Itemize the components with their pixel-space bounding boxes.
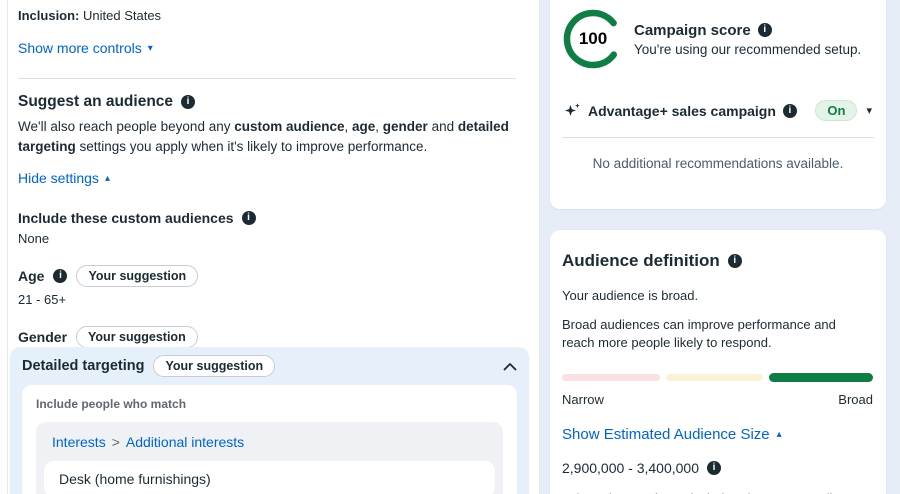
info-icon[interactable]: i: [241, 211, 256, 225]
estimate-value: 2,900,000 - 3,400,000: [562, 460, 700, 476]
card-divider: [562, 137, 874, 138]
audience-definition-title: Audience definition: [562, 251, 720, 270]
gauge-segment-mid: [665, 374, 763, 381]
detailed-targeting-header: Detailed targeting Your suggestion: [22, 347, 517, 385]
interest-item-desk[interactable]: Desk (home furnishings): [44, 461, 495, 494]
hide-settings-link[interactable]: Hide settings ▴: [18, 170, 520, 186]
location-inclusion: Inclusion: United States: [18, 8, 520, 23]
audience-settings-panel: Inclusion: United States Show more contr…: [0, 0, 540, 494]
advantage-campaign-label-group: Advantage+ sales campaign i: [564, 102, 797, 119]
advantage-campaign-label: Advantage+ sales campaign: [588, 102, 776, 119]
campaign-score-text: Campaign score i You're using our recomm…: [634, 22, 861, 57]
advantage-status-control[interactable]: On ▾: [815, 100, 872, 121]
gauge-segment-narrow: [562, 374, 660, 381]
gender-suggestion-badge: Your suggestion: [76, 326, 198, 348]
sparkle-icon: [565, 103, 580, 116]
show-estimated-audience-size-link[interactable]: Show Estimated Audience Size ▴: [562, 426, 873, 443]
scale-narrow-label: Narrow: [562, 392, 604, 407]
interests-group: Interests > Additional interests Desk (h…: [36, 422, 503, 494]
info-icon[interactable]: i: [707, 461, 722, 475]
custom-audiences-value: None: [18, 231, 50, 246]
breadcrumb-separator: >: [111, 434, 120, 450]
caret-down-icon: ▾: [866, 104, 872, 117]
additional-interests-link[interactable]: Additional interests: [125, 434, 245, 450]
campaign-score-title: Campaign score: [634, 21, 751, 39]
hide-settings-label: Hide settings: [18, 170, 99, 186]
panel-edge-divider: [7, 0, 8, 494]
caret-down-icon: ▾: [147, 42, 153, 54]
estimate-disclaimer-text: Estimates do not include Advantage+ audi…: [590, 490, 873, 494]
suggest-audience-description: We'll also reach people beyond any custo…: [18, 119, 509, 154]
scale-broad-label: Broad: [838, 392, 873, 407]
age-field: Age i Your suggestion: [18, 265, 520, 287]
advantage-on-badge[interactable]: On: [815, 100, 858, 121]
audience-definition-heading: Audience definition i: [562, 251, 873, 271]
show-more-controls-link[interactable]: Show more controls ▾: [18, 40, 520, 56]
section-divider: [18, 78, 516, 79]
estimate-disclaimer: Estimates do not include Advantage+ audi…: [562, 490, 873, 494]
audience-broad-description: Broad audiences can improve performance …: [562, 317, 836, 350]
no-recommendations-text: No additional recommendations available.: [592, 156, 844, 171]
estimated-audience-size: 2,900,000 - 3,400,000 i: [562, 460, 873, 476]
age-suggestion-badge: Your suggestion: [76, 265, 199, 287]
gauge-segment-broad-active: [769, 373, 873, 382]
detailed-targeting-suggestion-badge: Your suggestion: [153, 355, 276, 377]
interests-breadcrumb: Interests > Additional interests: [44, 431, 495, 453]
detailed-targeting-card: Include people who match Interests > Add…: [22, 385, 517, 494]
audience-broad-status: Your audience is broad.: [562, 288, 699, 303]
campaign-score-value: 100: [578, 29, 608, 48]
info-icon[interactable]: i: [782, 103, 797, 118]
age-value: 21 - 65+: [18, 292, 67, 307]
collapse-chevron-up-icon[interactable]: [503, 362, 517, 371]
audience-settings-content: Inclusion: United States Show more contr…: [18, 0, 520, 368]
custom-audiences-label: Include these custom audiences i: [18, 210, 520, 226]
interests-link[interactable]: Interests: [52, 434, 106, 450]
inclusion-label: Inclusion:: [18, 8, 80, 23]
info-icon[interactable]: i: [727, 254, 742, 268]
score-ring-gauge: 100: [562, 8, 624, 70]
gender-label: Gender: [18, 329, 68, 345]
campaign-score-card: 100 Campaign score i You're using our re…: [550, 0, 886, 209]
campaign-score-row: 100 Campaign score i You're using our re…: [562, 8, 874, 70]
advantage-campaign-row[interactable]: Advantage+ sales campaign i On ▾: [562, 100, 874, 121]
campaign-score-title-row: Campaign score i: [634, 22, 861, 39]
detailed-targeting-section: Detailed targeting Your suggestion Inclu…: [10, 347, 529, 494]
suggest-audience-heading: Suggest an audience i: [18, 93, 520, 111]
audience-definition-gauge: [562, 373, 873, 382]
info-icon[interactable]: i: [53, 269, 68, 283]
custom-audiences-label-text: Include these custom audiences: [18, 210, 234, 226]
show-more-controls-label: Show more controls: [18, 40, 142, 56]
caret-up-icon: ▴: [104, 172, 110, 184]
audience-definition-card: Audience definition i Your audience is b…: [550, 230, 886, 494]
gender-field: Gender Your suggestion: [18, 326, 520, 348]
detailed-targeting-label: Detailed targeting: [22, 358, 145, 374]
include-match-label: Include people who match: [36, 397, 187, 411]
inclusion-value: United States: [83, 8, 162, 23]
gauge-scale-labels: Narrow Broad: [562, 392, 873, 407]
caret-up-icon: ▴: [776, 429, 782, 440]
info-icon[interactable]: i: [181, 95, 196, 109]
show-size-label: Show Estimated Audience Size: [562, 426, 770, 443]
info-icon[interactable]: i: [757, 23, 772, 37]
suggest-audience-title: Suggest an audience: [18, 93, 174, 110]
campaign-score-subtitle: You're using our recommended setup.: [634, 41, 862, 57]
age-label: Age: [18, 268, 45, 284]
